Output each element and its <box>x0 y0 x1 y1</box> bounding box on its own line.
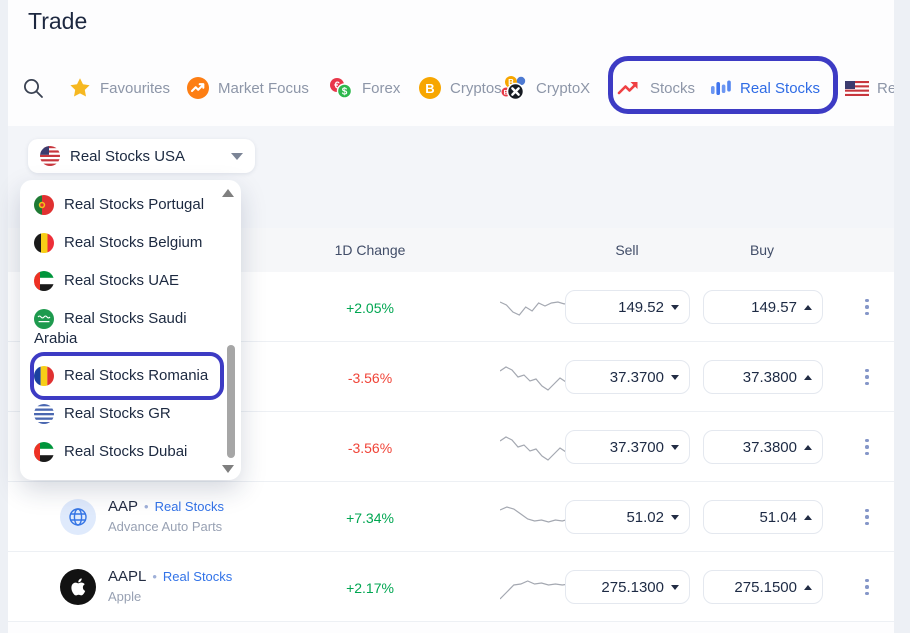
company-name: Advance Auto Parts <box>108 519 223 534</box>
tab-stocks[interactable]: Stocks <box>616 60 695 116</box>
sell-price-button[interactable]: 275.1300 <box>565 570 690 604</box>
triangle-up-icon <box>804 374 812 380</box>
real-stocks-badge[interactable]: Real Stocks <box>154 499 224 514</box>
instrument-name: AAP • Real Stocks Advance Auto Parts <box>108 498 224 534</box>
sell-price-button[interactable]: 37.3700 <box>565 360 690 394</box>
symbol: AAP <box>108 498 139 515</box>
greece-flag-icon <box>34 404 54 425</box>
region-selector-label: Real Stocks USA <box>70 147 186 165</box>
change-value: +7.34% <box>346 510 394 526</box>
portugal-flag-icon <box>34 195 54 216</box>
usa-flag-rect-icon <box>845 80 869 96</box>
scroll-down-icon[interactable] <box>222 465 234 473</box>
dropdown-scrollbar[interactable] <box>227 345 235 458</box>
buy-price-button[interactable]: 37.3800 <box>703 430 823 464</box>
dropdown-item-real-stocks-portugal[interactable]: Real Stocks Portugal <box>20 186 241 224</box>
header-1d-change: 1D Change <box>334 242 406 258</box>
triangle-down-icon <box>671 584 679 590</box>
sell-price-button[interactable]: 149.52 <box>565 290 690 324</box>
svg-text:$: $ <box>342 87 348 98</box>
triangle-down-icon <box>671 374 679 380</box>
buy-price-button[interactable]: 37.3800 <box>703 360 823 394</box>
symbol: AAPL <box>108 568 147 585</box>
svg-text:€: € <box>334 81 340 92</box>
row-menu-icon[interactable] <box>859 504 875 530</box>
chevron-down-icon <box>231 152 243 160</box>
tab-real-stocks[interactable]: Real Stocks <box>710 60 820 116</box>
change-value: -3.56% <box>347 370 393 386</box>
dropdown-item-real-stocks-gr[interactable]: Real Stocks GR <box>20 395 241 433</box>
header-sell: Sell <box>615 242 639 258</box>
table-row[interactable]: AAP • Real Stocks Advance Auto Parts +7.34… <box>8 482 894 552</box>
tab-market-focus[interactable]: Market Focus <box>186 60 309 116</box>
row-menu-icon[interactable] <box>859 294 875 320</box>
dropdown-item-real-stocks-saudi-arabia[interactable]: Real Stocks Saudi Arabia <box>34 309 187 348</box>
row-menu-icon[interactable] <box>859 574 875 600</box>
saudi-flag-icon <box>34 309 54 330</box>
search-icon[interactable] <box>22 77 44 104</box>
tab-favourites[interactable]: Favourites <box>68 60 170 116</box>
tab-cryptos[interactable]: B Cryptos <box>418 60 502 116</box>
triangle-down-icon <box>671 514 679 520</box>
row-menu-icon[interactable] <box>859 364 875 390</box>
change-value: +2.17% <box>346 580 394 596</box>
forex-coins-icon: € $ <box>328 76 354 100</box>
company-name: Apple <box>108 589 142 604</box>
market-focus-icon <box>186 76 210 100</box>
svg-text:B: B <box>504 90 509 97</box>
triangle-up-icon <box>804 584 812 590</box>
sell-price-button[interactable]: 51.02 <box>565 500 690 534</box>
instrument-name: AAPL • Real Stocks Apple <box>108 568 232 604</box>
row-menu-icon[interactable] <box>859 434 875 460</box>
dropdown-item-real-stocks-uae[interactable]: Real Stocks UAE <box>20 262 241 300</box>
star-icon <box>68 76 92 100</box>
bitcoin-coin-icon: B <box>418 76 442 100</box>
dropdown-item-real-stocks-belgium[interactable]: Real Stocks Belgium <box>20 224 241 262</box>
table-row[interactable]: AAPL • Real Stocks Apple +2.17% 275.1300 2… <box>8 552 894 622</box>
apple-icon <box>60 569 96 605</box>
dubai-flag-icon <box>34 442 54 463</box>
dot-separator: • <box>152 569 157 584</box>
bar-chart-icon <box>710 77 732 99</box>
triangle-down-icon <box>671 444 679 450</box>
romania-flag-icon <box>34 366 54 387</box>
belgium-flag-icon <box>34 233 54 254</box>
tab-forex[interactable]: € $ Forex <box>328 60 400 116</box>
instrument-tabs: Favourites Market Focus € $ Forex B Crypt… <box>8 60 894 186</box>
change-value: +2.05% <box>346 300 394 316</box>
globe-icon <box>60 499 96 535</box>
scroll-up-icon[interactable] <box>222 189 234 197</box>
page-title: Trade <box>28 8 88 34</box>
buy-price-button[interactable]: 149.57 <box>703 290 823 324</box>
triangle-up-icon <box>804 444 812 450</box>
real-stocks-badge[interactable]: Real Stocks <box>162 569 233 584</box>
dropdown-item-real-stocks-romania[interactable]: Real Stocks Romania <box>20 357 241 395</box>
sell-price-button[interactable]: 37.3700 <box>565 430 690 464</box>
triangle-up-icon <box>804 304 812 310</box>
uae-flag-icon <box>34 271 54 292</box>
buy-price-button[interactable]: 51.04 <box>703 500 823 534</box>
buy-price-button[interactable]: 275.1500 <box>703 570 823 604</box>
header-buy: Buy <box>749 242 775 258</box>
trend-arrow-icon <box>616 77 642 99</box>
region-selector-button[interactable]: Real Stocks USA <box>28 139 255 173</box>
chevron-right-icon[interactable] <box>891 78 894 99</box>
usa-flag-icon <box>40 146 60 166</box>
change-value: -3.56% <box>347 440 393 456</box>
instrument-table: • +2.05% 149.52 149.57 • -3.56% 37.3700 … <box>8 272 894 622</box>
region-dropdown-menu: Real Stocks Portugal Real Stocks Belgium… <box>20 180 241 480</box>
tab-re[interactable]: Re <box>845 60 894 116</box>
svg-text:B: B <box>425 81 434 96</box>
dot-separator: • <box>144 499 149 514</box>
content-area: Trade Favourites Market Focus € $ Forex B… <box>8 0 894 633</box>
triangle-up-icon <box>804 514 812 520</box>
dropdown-item-real-stocks-dubai[interactable]: Real Stocks Dubai <box>20 433 241 471</box>
svg-text:B: B <box>508 78 514 87</box>
triangle-down-icon <box>671 304 679 310</box>
